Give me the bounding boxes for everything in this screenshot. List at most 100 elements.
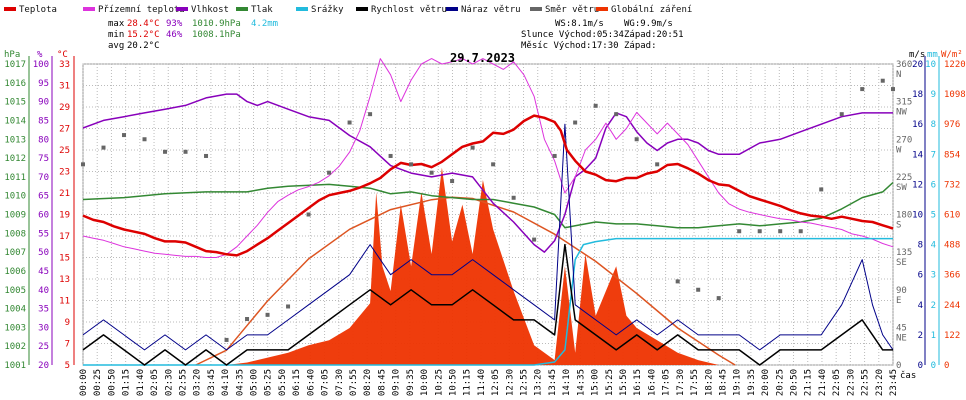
wind-direction-point	[798, 229, 803, 234]
mm-axis-title: mm	[927, 50, 938, 60]
c-tick-label: 21	[59, 189, 70, 199]
direction-tick-label: 0	[896, 361, 901, 371]
wind-direction-point	[880, 78, 885, 83]
direction-tick-label: 315	[896, 98, 912, 108]
radiation-area	[83, 167, 893, 365]
time-tick-label: 11:15	[463, 369, 473, 396]
gust-line	[82, 123, 894, 351]
hpa-tick-label: 1016	[4, 79, 26, 89]
time-tick-label: 13:20	[534, 369, 544, 396]
pressure-line	[82, 181, 894, 229]
ms-tick-label: 16	[912, 120, 923, 130]
hpa-tick-label: 1013	[4, 135, 26, 145]
time-tick-label: 07:55	[349, 369, 359, 396]
direction-tick-label: 90	[896, 286, 907, 296]
time-tick-label: 05:50	[278, 369, 288, 396]
hpa-tick-label: 1011	[4, 173, 26, 183]
mm-tick-label: 0	[931, 361, 936, 371]
time-tick-label: 15:00	[591, 369, 601, 396]
c-tick-label: 5	[65, 361, 70, 371]
mm-tick-label: 6	[931, 180, 936, 190]
wm2-tick-label: 366	[944, 271, 960, 281]
ms-tick-label: 4	[918, 301, 923, 311]
wind-direction-point	[757, 229, 762, 234]
wind-direction-point	[81, 162, 85, 167]
wm2-tick-label: 1098	[944, 90, 966, 100]
stat-max-rain: 4.2mm	[251, 19, 278, 29]
stat-min-hum: 46%	[166, 30, 183, 40]
c-tick-label: 11	[59, 297, 70, 307]
time-tick-label: 23:45	[889, 369, 899, 396]
wind-direction-point	[306, 212, 311, 217]
legend-swatch	[296, 7, 308, 11]
hpa-tick-label: 1017	[4, 60, 26, 70]
wind-direction-point	[593, 103, 598, 108]
pct-tick-label: 95	[38, 79, 49, 89]
wind-direction-point	[265, 312, 270, 317]
time-tick-label: 20:00	[761, 369, 771, 396]
wind-direction-point	[224, 337, 229, 342]
legend-label: Směr větru	[545, 5, 599, 15]
time-tick-label: 05:25	[264, 369, 274, 396]
wind-direction-point	[429, 170, 434, 175]
hpa-tick-label: 1007	[4, 248, 26, 258]
c-tick-label: 15	[59, 254, 70, 264]
stat-max-press: 1010.9hPa	[192, 19, 241, 29]
time-tick-label: 04:35	[235, 369, 245, 396]
wm2-tick-label: 122	[944, 331, 960, 341]
wind-direction-point	[245, 317, 250, 322]
rain-line	[83, 237, 893, 366]
wind-direction-point	[737, 229, 742, 234]
sun-info: Slunce Východ:05:34	[521, 30, 624, 40]
wind-line	[82, 243, 893, 366]
ms-tick-label: 0	[918, 361, 923, 371]
time-tick-label: 15:25	[605, 369, 615, 396]
legend-swatch	[356, 7, 368, 11]
time-tick-label: 10:25	[434, 369, 444, 396]
time-tick-label: 15:50	[619, 369, 629, 396]
time-tick-label: 20:25	[775, 369, 785, 396]
hpa-tick-label: 1003	[4, 323, 26, 333]
c-axis-title: °C	[57, 50, 68, 60]
wind-direction-point	[778, 229, 783, 234]
c-tick-label: 29	[59, 103, 70, 113]
time-tick-label: 09:35	[406, 369, 416, 396]
legend-label: Náraz větru	[461, 5, 521, 15]
wind-direction-point	[122, 133, 127, 138]
pct-tick-label: 50	[38, 248, 49, 258]
hpa-tick-label: 1002	[4, 342, 26, 352]
hpa-tick-label: 1006	[4, 267, 26, 277]
direction-tick-label: NW	[896, 108, 907, 118]
c-tick-label: 23	[59, 168, 70, 178]
pct-tick-label: 20	[38, 361, 49, 371]
time-tick-label: 06:40	[306, 369, 316, 396]
mm-tick-label: 9	[931, 90, 936, 100]
wind-direction-point	[327, 170, 332, 175]
direction-tick-label: N	[896, 70, 901, 80]
wind-direction-point	[491, 162, 496, 167]
wind-direction-point	[573, 120, 578, 125]
time-tick-label: 11:40	[477, 369, 487, 396]
wm2-tick-label: 854	[944, 150, 960, 160]
time-tick-label: 04:10	[221, 369, 231, 396]
time-tick-label: 12:30	[505, 369, 515, 396]
time-tick-label: 17:55	[690, 369, 700, 396]
stat-min-press: 1008.1hPa	[192, 30, 241, 40]
time-tick-label: 10:00	[420, 369, 430, 396]
pct-tick-label: 60	[38, 211, 49, 221]
time-tick-label: 00:25	[93, 369, 103, 396]
ms-tick-label: 8	[918, 241, 923, 251]
ms-axis-title: m/s	[909, 50, 925, 60]
wm2-tick-label: 0	[944, 361, 949, 371]
direction-tick-label: S	[896, 221, 901, 231]
time-tick-label: 18:45	[719, 369, 729, 396]
time-tick-label: 21:40	[818, 369, 828, 396]
mm-tick-label: 8	[931, 120, 936, 130]
time-tick-label: 17:05	[662, 369, 672, 396]
direction-tick-label: E	[896, 296, 901, 306]
direction-tick-label: SW	[896, 183, 907, 193]
wm2-tick-label: 488	[944, 241, 960, 251]
time-tick-label: 03:45	[207, 369, 217, 396]
legend-label: Srážky	[311, 5, 344, 15]
temperature-line	[82, 114, 894, 257]
